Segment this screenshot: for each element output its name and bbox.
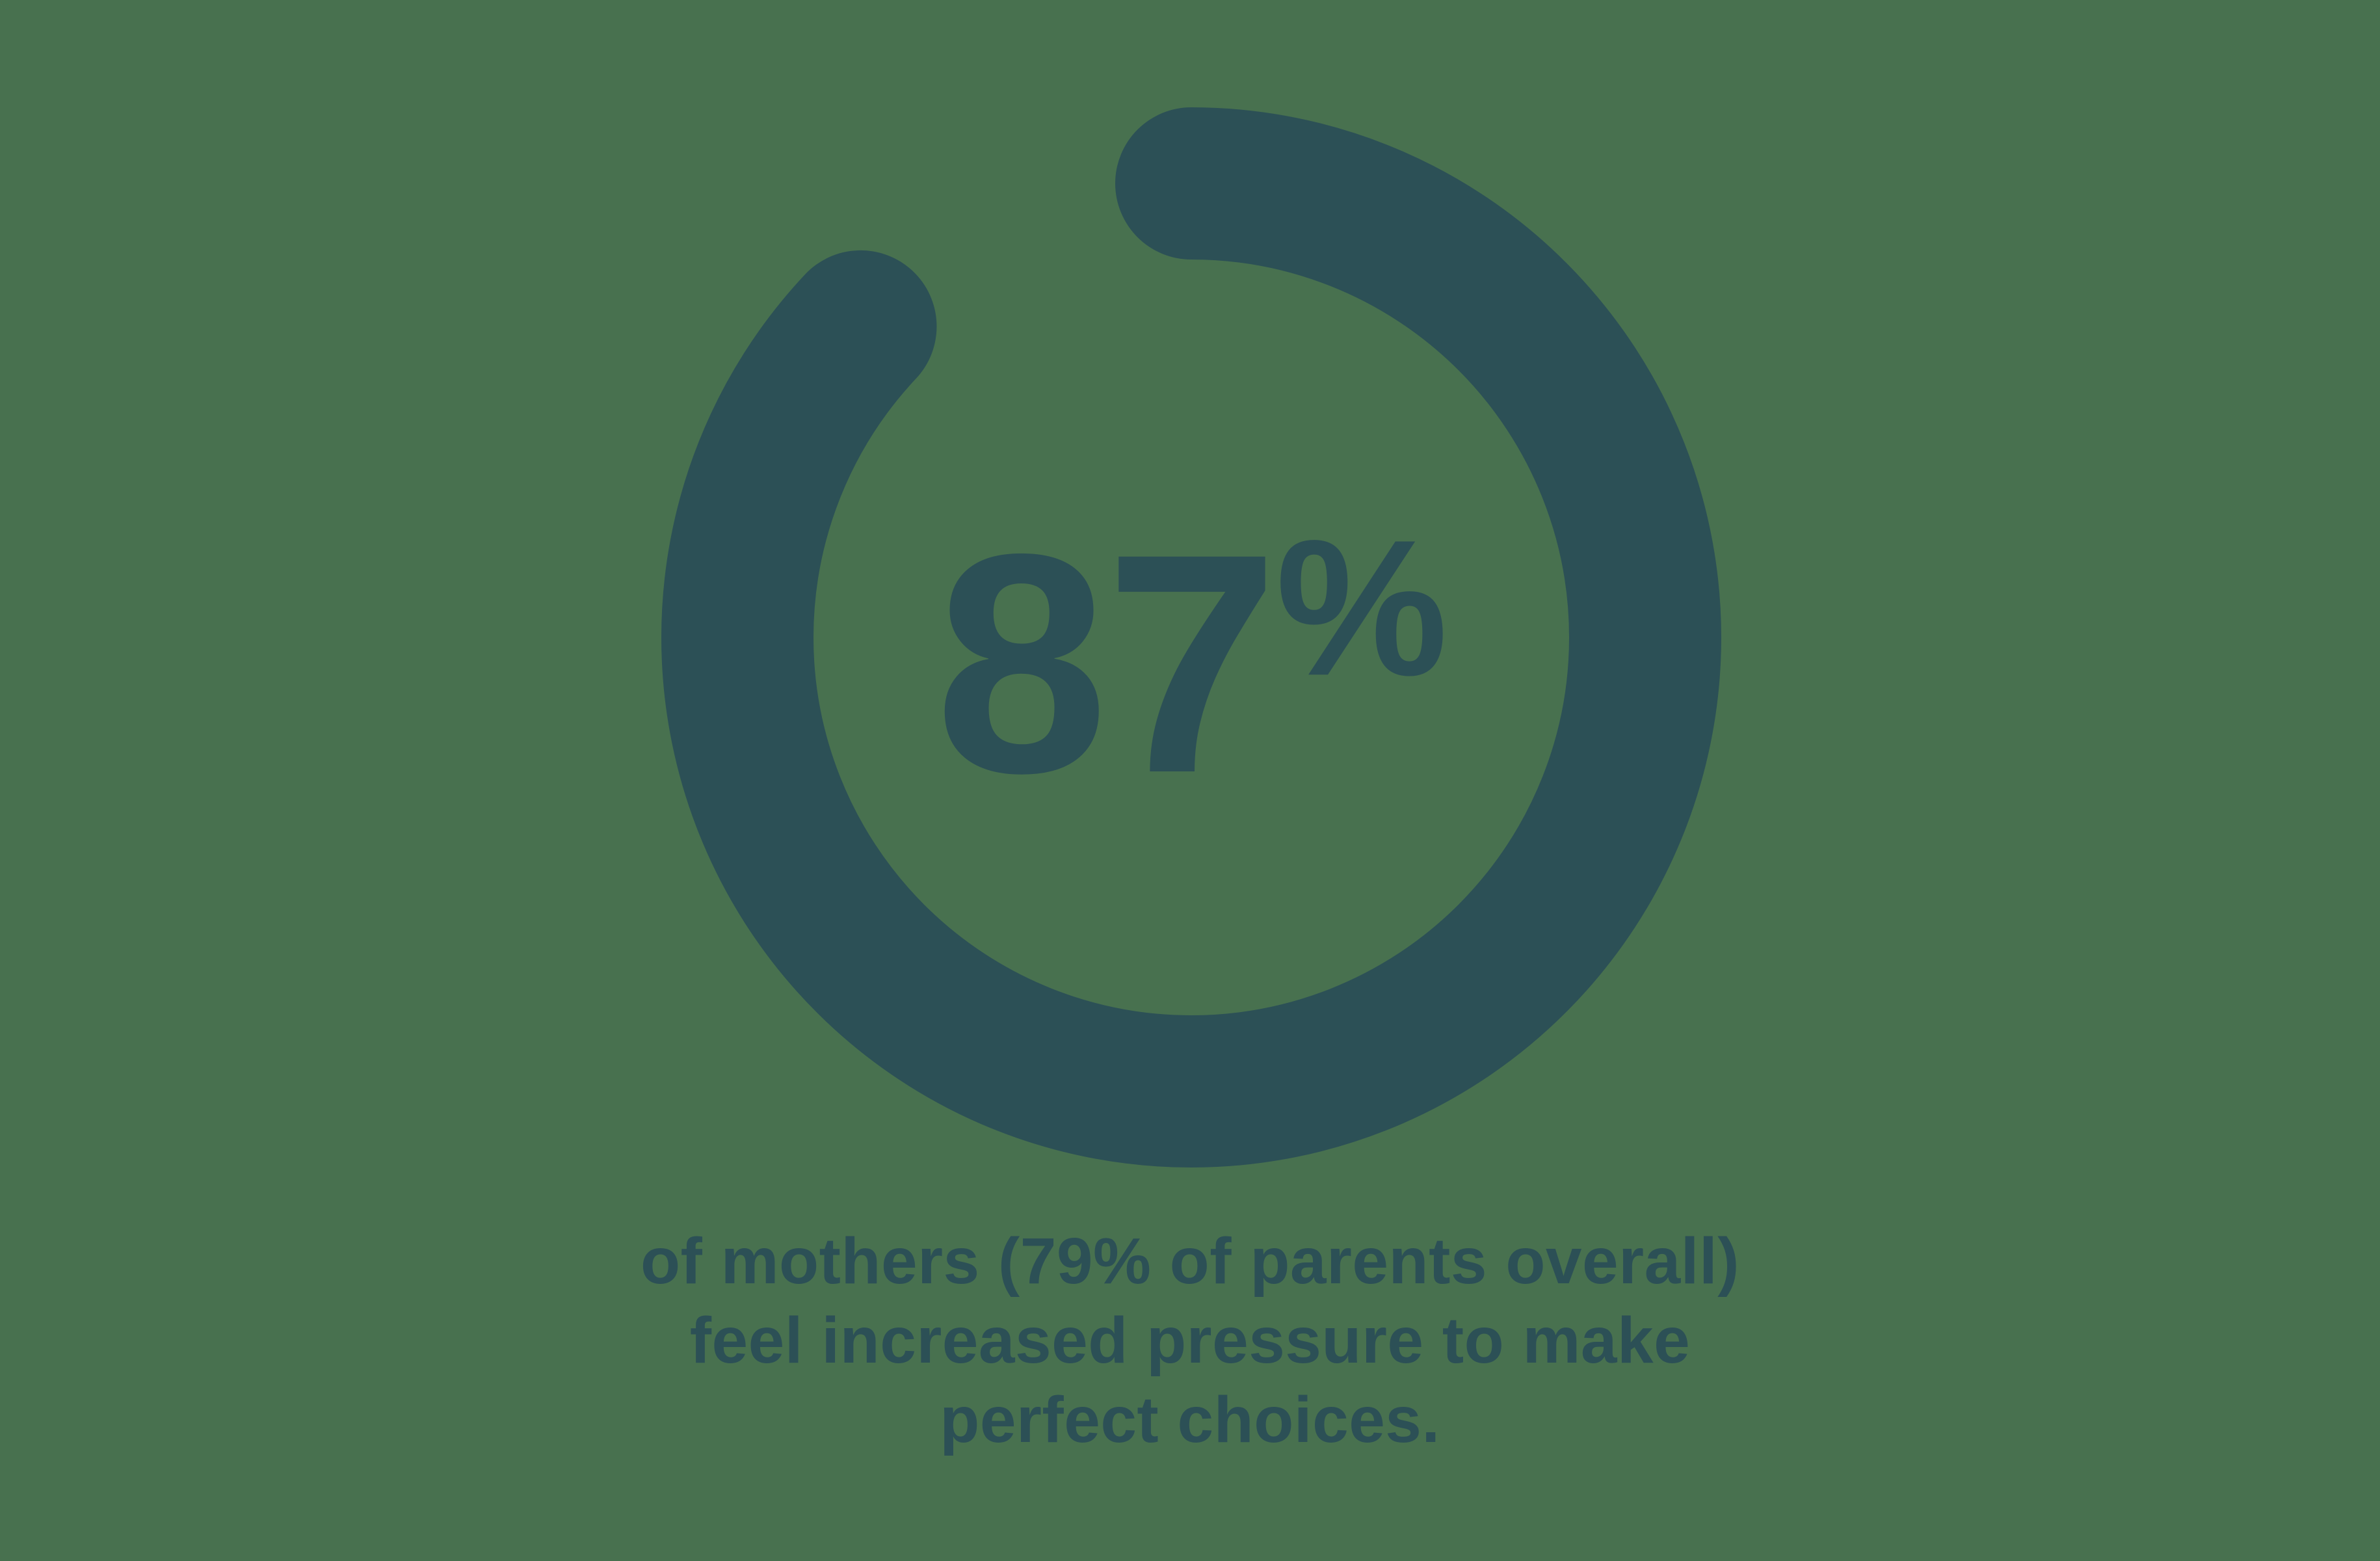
percentage-value-wrap: 87% (935, 507, 1448, 820)
progress-ring-svg (661, 107, 1721, 1167)
caption-line-2: feel increased pressure to make (689, 1304, 1691, 1377)
percentage-value: 87 (934, 488, 1279, 838)
caption-line-1: of mothers (79% of parents overall) (640, 1225, 1740, 1298)
progress-ring (661, 107, 1721, 1167)
percent-sign: % (1275, 500, 1448, 717)
caption: of mothers (79% of parents overall) feel… (0, 1221, 2380, 1460)
caption-line-3: perfect choices. (940, 1383, 1440, 1456)
progress-arc (661, 107, 1721, 1167)
percentage-label: 87% (661, 107, 1721, 1167)
